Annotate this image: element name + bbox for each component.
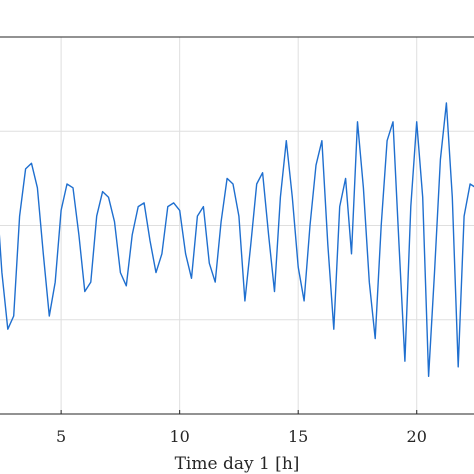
series-layer xyxy=(0,102,474,377)
x-tick-label: 10 xyxy=(169,427,189,446)
grid-layer xyxy=(0,37,474,414)
x-tick-label: 20 xyxy=(407,427,427,446)
label-layer: 5 10 15 20 xyxy=(56,427,427,446)
x-tick-label: 15 xyxy=(288,427,308,446)
x-axis-title: Time day 1 [h] xyxy=(175,454,300,474)
x-tick-label: 5 xyxy=(56,427,66,446)
axes-layer xyxy=(0,36,474,415)
series-line xyxy=(0,102,474,377)
